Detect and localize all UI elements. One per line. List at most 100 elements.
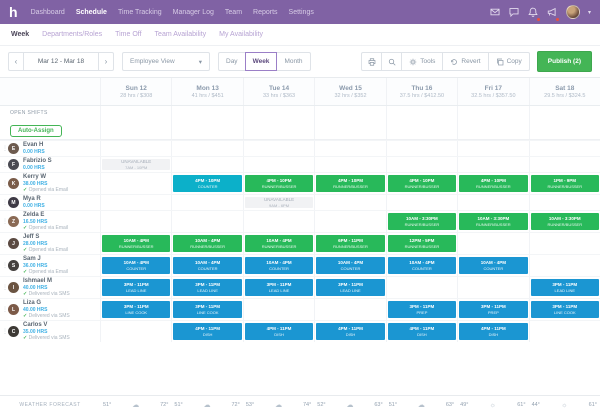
shift-cell-kerry-w-tue-14[interactable]: 4PM - 10PM RUNNER/BUSSER [242,173,314,194]
shift-cell-ishmael-m-thu-16[interactable] [385,277,457,298]
subnav-tab-team-availability[interactable]: Team Availability [154,31,207,38]
topnav-item-team[interactable]: Team [224,8,243,16]
shift-cell-jeff-s-mon-13[interactable]: 10AM - 4PM RUNNER/BUSSER [171,233,242,254]
copy-button[interactable]: Copy [487,52,530,71]
shift-cell-sam-j-sat-18[interactable] [528,255,600,276]
prev-week-button[interactable]: ‹ [8,52,24,71]
unavailable-block[interactable]: UNAVAILABLE 9AM - 6PM [244,197,314,208]
shift-cell-zelda-e-sun-12[interactable] [100,211,171,232]
drag-handle-icon[interactable]: ⋮ [2,146,8,152]
shift-cell-carlos-v-fri-17[interactable]: 4PM - 11PM DISH [457,321,528,342]
date-range-button[interactable]: Mar 12 - Mar 18 [23,52,99,71]
open-shift-cell-thu-16[interactable] [385,106,457,139]
auto-assign-button[interactable]: Auto-Assign [10,125,62,137]
unavailable-block[interactable]: UNAVAILABLE 7AM - 10PM [102,159,171,170]
shift-cell-mya-r-thu-16[interactable] [385,195,457,210]
open-shift-cell-fri-17[interactable] [457,106,528,139]
drag-handle-icon[interactable]: ⋮ [2,307,8,313]
shift-cell-fabrizio-s-sat-18[interactable] [528,157,600,172]
shift-block[interactable]: 4PM - 11PM DISH [459,323,528,340]
subnav-tab-week[interactable]: Week [11,31,30,38]
shift-cell-carlos-v-sun-12[interactable] [100,321,171,342]
drag-handle-icon[interactable]: ⋮ [2,263,8,269]
shift-cell-carlos-v-tue-14[interactable]: 4PM - 11PM DISH [242,321,314,342]
subnav-tab-departments-roles[interactable]: Departments/Roles [42,31,103,38]
drag-handle-icon[interactable]: ⋮ [2,200,8,206]
shift-block[interactable]: 4PM - 10PM RUNNER/BUSSER [459,175,528,192]
shift-block[interactable]: 3PM - 11PM LINE COOK [530,301,599,318]
shift-cell-evan-h-wed-15[interactable] [314,141,385,156]
open-shift-cell-sun-12[interactable] [100,106,171,139]
shift-cell-zelda-e-tue-14[interactable] [242,211,314,232]
print-button[interactable] [361,52,383,71]
shift-cell-jeff-s-sat-18[interactable] [528,233,600,254]
shift-cell-liza-g-tue-14[interactable] [242,299,314,320]
shift-cell-sam-j-wed-15[interactable]: 10AM - 4PM COUNTER [314,255,385,276]
shift-cell-kerry-w-mon-13[interactable]: 4PM - 10PM COUNTER [171,173,242,194]
shift-block[interactable]: 4PM - 10PM COUNTER [173,175,242,192]
shift-cell-ishmael-m-sat-18[interactable]: 3PM - 11PM LEAD LINE [528,277,600,298]
shift-cell-fabrizio-s-fri-17[interactable] [457,157,528,172]
shift-cell-zelda-e-fri-17[interactable]: 10AM - 3:30PM RUNNER/BUSSER [457,211,528,232]
shift-cell-kerry-w-thu-16[interactable]: 4PM - 10PM RUNNER/BUSSER [385,173,457,194]
shift-block[interactable]: 3PM - 11PM LEAD LINE [316,279,385,296]
shift-block[interactable]: 10AM - 3:30PM RUNNER/BUSSER [530,213,599,230]
week-view-button[interactable]: Week [244,52,278,71]
month-view-button[interactable]: Month [276,52,311,71]
shift-cell-liza-g-fri-17[interactable]: 3PM - 11PM PREP [457,299,528,320]
shift-block[interactable]: 10AM - 4PM COUNTER [459,257,528,274]
shift-block[interactable]: 4PM - 11PM DISH [173,323,242,340]
shift-cell-sam-j-sun-12[interactable]: 10AM - 4PM COUNTER [100,255,171,276]
open-shift-cell-mon-13[interactable] [171,106,242,139]
shift-cell-ishmael-m-fri-17[interactable] [457,277,528,298]
shift-cell-sam-j-fri-17[interactable]: 10AM - 4PM COUNTER [457,255,528,276]
revert-button[interactable]: Revert [442,52,489,71]
shift-cell-evan-h-tue-14[interactable] [242,141,314,156]
drag-handle-icon[interactable]: ⋮ [2,162,8,168]
shift-block[interactable]: 10AM - 4PM COUNTER [244,257,314,274]
shift-cell-fabrizio-s-sun-12[interactable]: UNAVAILABLE 7AM - 10PM [100,157,171,172]
shift-cell-jeff-s-tue-14[interactable]: 10AM - 4PM RUNNER/BUSSER [242,233,314,254]
shift-cell-liza-g-thu-16[interactable]: 3PM - 11PM PREP [385,299,457,320]
shift-block[interactable]: 10AM - 4PM RUNNER/BUSSER [244,235,314,252]
drag-handle-icon[interactable]: ⋮ [2,181,8,187]
subnav-tab-time-off[interactable]: Time Off [115,31,142,38]
shift-cell-carlos-v-mon-13[interactable]: 4PM - 11PM DISH [171,321,242,342]
homebase-logo[interactable]: h [9,4,18,20]
shift-cell-ishmael-m-sun-12[interactable]: 3PM - 11PM LEAD LINE [100,277,171,298]
chat-icon[interactable] [509,7,520,18]
user-menu-caret-icon[interactable]: ▾ [587,9,591,16]
shift-cell-ishmael-m-mon-13[interactable]: 3PM - 11PM LEAD LINE [171,277,242,298]
shift-cell-fabrizio-s-wed-15[interactable] [314,157,385,172]
drag-handle-icon[interactable]: ⋮ [2,329,8,335]
shift-block[interactable]: 10AM - 4PM RUNNER/BUSSER [102,235,171,252]
shift-cell-liza-g-sat-18[interactable]: 3PM - 11PM LINE COOK [528,299,600,320]
shift-cell-sam-j-thu-16[interactable]: 10AM - 4PM COUNTER [385,255,457,276]
day-view-button[interactable]: Day [218,52,246,71]
shift-block[interactable]: 1PM - 9PM RUNNER/BUSSER [530,175,599,192]
shift-cell-zelda-e-wed-15[interactable] [314,211,385,232]
drag-handle-icon[interactable]: ⋮ [2,285,8,291]
publish-button[interactable]: Publish (2) [536,51,592,72]
shift-block[interactable]: 12PM - 5PM RUNNER/BUSSER [387,235,457,252]
shift-cell-evan-h-fri-17[interactable] [457,141,528,156]
shift-cell-liza-g-mon-13[interactable]: 3PM - 11PM LINE COOK [171,299,242,320]
drag-handle-icon[interactable]: ⋮ [2,219,8,225]
shift-block[interactable]: 4PM - 11PM DISH [244,323,314,340]
shift-cell-mya-r-sun-12[interactable] [100,195,171,210]
shift-block[interactable]: 10AM - 3:30PM RUNNER/BUSSER [459,213,528,230]
topnav-item-schedule[interactable]: Schedule [75,8,107,16]
shift-block[interactable]: 4PM - 10PM RUNNER/BUSSER [316,175,385,192]
subnav-tab-my-availability[interactable]: My Availability [219,31,264,38]
shift-cell-evan-h-sat-18[interactable] [528,141,600,156]
shift-block[interactable]: 4PM - 10PM RUNNER/BUSSER [244,175,314,192]
shift-block[interactable]: 10AM - 4PM RUNNER/BUSSER [173,235,242,252]
announcements-megaphone-icon[interactable] [547,7,559,21]
shift-cell-jeff-s-sun-12[interactable]: 10AM - 4PM RUNNER/BUSSER [100,233,171,254]
shift-block[interactable]: 3PM - 11PM LEAD LINE [173,279,242,296]
shift-block[interactable]: 10AM - 3:30PM RUNNER/BUSSER [387,213,457,230]
open-shift-cell-sat-18[interactable] [528,106,600,139]
shift-cell-mya-r-wed-15[interactable] [314,195,385,210]
shift-cell-carlos-v-wed-15[interactable]: 4PM - 11PM DISH [314,321,385,342]
shift-cell-mya-r-tue-14[interactable]: UNAVAILABLE 9AM - 6PM [242,195,314,210]
